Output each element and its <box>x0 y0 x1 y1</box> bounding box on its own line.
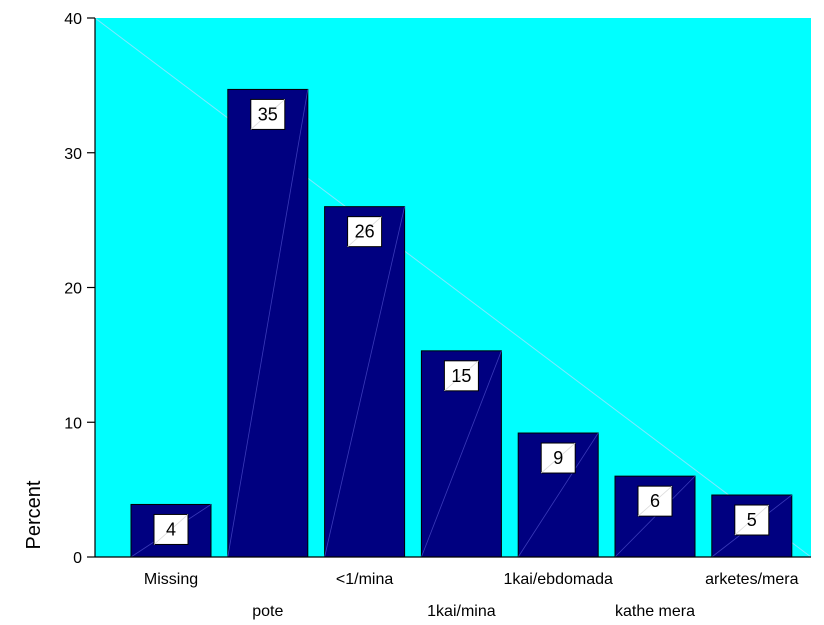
data-label-sheen-5 <box>637 485 673 517</box>
data-label-sheen-3 <box>444 360 479 392</box>
y-tick-label-4: 40 <box>64 11 82 28</box>
data-label-3: 15 <box>451 366 471 386</box>
data-label-sheen-6 <box>734 504 770 536</box>
x-tick-label-6: arketes/mera <box>705 571 798 588</box>
bars-group: 4 35 26 15 9 6 5 <box>130 88 793 558</box>
bar-sheen-3 <box>421 350 502 558</box>
y-tick-label-3: 30 <box>64 146 82 163</box>
data-label-sheen-2 <box>347 216 382 247</box>
x-tick-label-0: Missing <box>144 571 198 588</box>
data-label-1: 35 <box>258 104 278 124</box>
x-tick-label-3: 1kai/mina <box>427 603 496 620</box>
data-label-0: 4 <box>166 519 176 539</box>
data-label-2: 26 <box>355 222 375 242</box>
y-tick-label-2: 20 <box>64 281 82 298</box>
data-label-sheen-1 <box>250 99 286 130</box>
plot-background-diagonal <box>94 17 812 558</box>
data-label-sheen-0 <box>153 514 189 545</box>
x-tick-label-5: kathe mera <box>615 603 695 620</box>
data-label-sheen-4 <box>540 442 576 474</box>
y-tick-label-0: 0 <box>73 550 82 567</box>
data-label-4: 9 <box>553 448 563 468</box>
y-ticks-group: 0 10 20 30 40 <box>64 11 95 567</box>
bar-sheen-2 <box>324 206 405 558</box>
x-tick-label-4: 1kai/ebdomada <box>503 571 613 588</box>
bar-sheen-4 <box>517 432 599 558</box>
x-tick-label-2: <1/mina <box>336 571 393 588</box>
y-axis-title: Percent <box>23 480 45 549</box>
x-tick-label-1: pote <box>252 603 283 620</box>
x-labels-group: Missing pote <1/mina 1kai/mina 1kai/ebdomada… <box>144 571 799 620</box>
data-label-6: 5 <box>747 510 757 530</box>
y-tick-label-1: 10 <box>64 415 82 432</box>
bar-sheen-1 <box>227 89 309 558</box>
data-label-5: 6 <box>650 491 660 511</box>
